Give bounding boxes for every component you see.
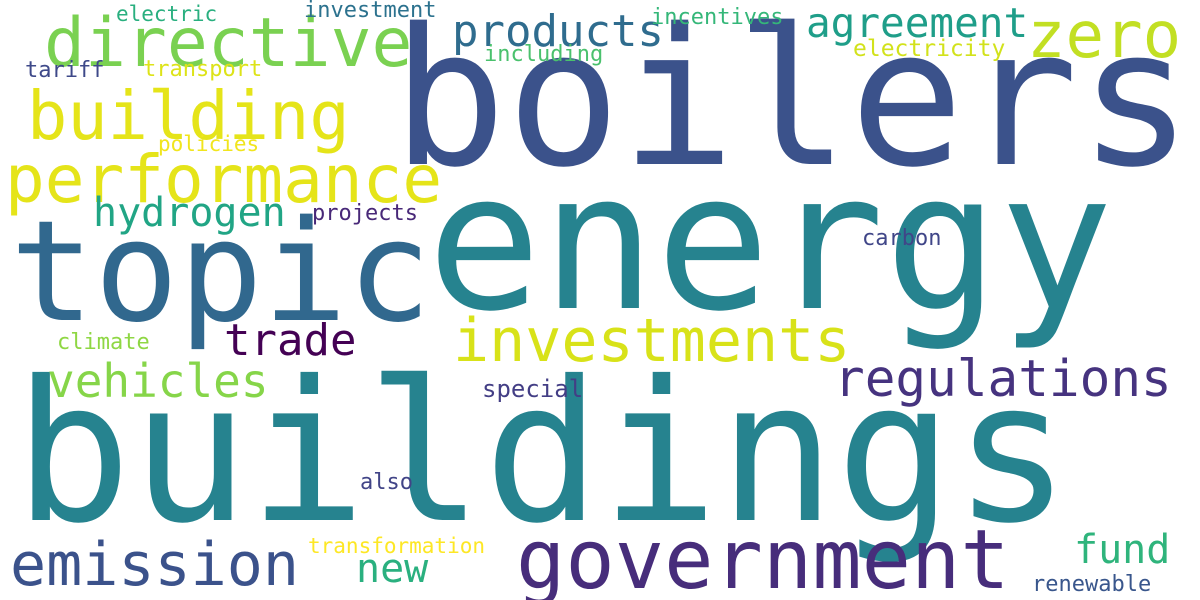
word: also xyxy=(360,472,413,494)
word: including xyxy=(484,44,603,66)
word: trade xyxy=(224,319,356,363)
word: zero xyxy=(1027,4,1181,68)
word: fund xyxy=(1074,530,1170,570)
word: tariff xyxy=(25,60,104,82)
word: regulations xyxy=(834,354,1172,405)
word: electricity xyxy=(853,38,1005,61)
word: carbon xyxy=(862,228,941,250)
word: electric xyxy=(116,4,217,25)
word: investments xyxy=(453,311,850,371)
word: special xyxy=(482,377,583,401)
word: renewable xyxy=(1032,574,1151,596)
word: government xyxy=(516,520,1010,600)
word: investment xyxy=(304,0,436,22)
word: policies xyxy=(158,134,259,155)
word: climate xyxy=(57,332,150,354)
word: emission xyxy=(10,535,299,595)
word: projects xyxy=(312,203,418,225)
word: hydrogen xyxy=(93,193,286,233)
word: transformation xyxy=(308,536,485,557)
word: transport xyxy=(143,59,262,81)
word: incentives xyxy=(651,7,783,29)
